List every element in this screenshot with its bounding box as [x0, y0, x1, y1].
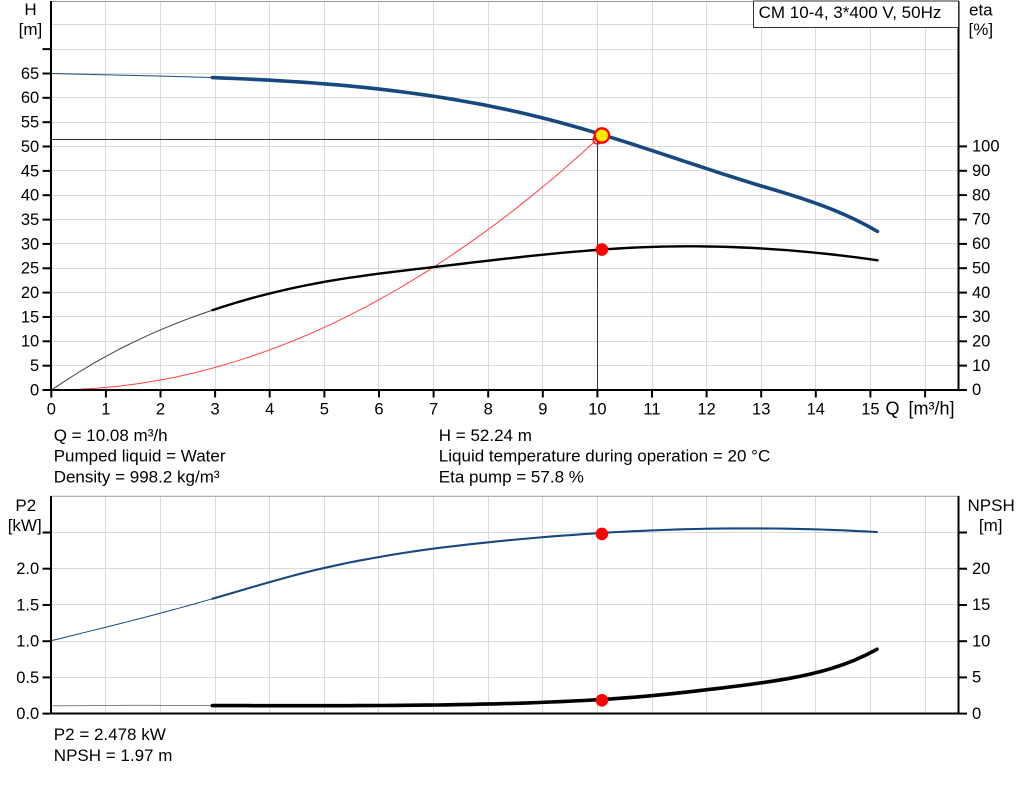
svg-text:NPSH = 1.97 m: NPSH = 1.97 m: [54, 746, 173, 765]
svg-text:14: 14: [807, 400, 825, 418]
svg-text:40: 40: [972, 284, 990, 302]
svg-text:80: 80: [972, 186, 990, 204]
svg-text:eta: eta: [969, 1, 993, 20]
svg-text:10: 10: [21, 333, 39, 351]
svg-text:60: 60: [21, 89, 39, 107]
svg-text:20: 20: [972, 333, 990, 351]
svg-text:30: 30: [21, 235, 39, 253]
svg-text:2.0: 2.0: [16, 560, 39, 578]
svg-text:Eta pump = 57.8 %: Eta pump = 57.8 %: [439, 467, 584, 486]
svg-text:[%]: [%]: [969, 20, 994, 39]
svg-text:0: 0: [30, 381, 39, 399]
svg-text:0.5: 0.5: [16, 669, 39, 687]
svg-text:CM 10-4, 3*400 V, 50Hz: CM 10-4, 3*400 V, 50Hz: [759, 3, 942, 22]
svg-text:0: 0: [972, 381, 981, 399]
svg-text:P2 = 2.478 kW: P2 = 2.478 kW: [54, 725, 166, 744]
svg-text:13: 13: [752, 400, 770, 418]
svg-text:Q = 10.08 m³/h: Q = 10.08 m³/h: [54, 426, 168, 445]
svg-text:15: 15: [861, 400, 879, 418]
svg-text:10: 10: [972, 357, 990, 375]
svg-text:5: 5: [320, 400, 329, 418]
svg-text:P2: P2: [15, 496, 36, 515]
svg-text:1.5: 1.5: [16, 596, 39, 614]
svg-text:Density = 998.2 kg/m³: Density = 998.2 kg/m³: [54, 467, 220, 486]
svg-text:12: 12: [697, 400, 715, 418]
svg-text:11: 11: [643, 400, 660, 418]
svg-text:50: 50: [21, 138, 39, 156]
svg-text:65: 65: [21, 65, 39, 83]
svg-text:[m]: [m]: [979, 516, 1003, 535]
svg-text:7: 7: [429, 400, 438, 418]
svg-text:1: 1: [101, 400, 110, 418]
svg-text:Pumped liquid = Water: Pumped liquid = Water: [54, 447, 226, 466]
svg-text:15: 15: [21, 308, 39, 326]
svg-text:20: 20: [972, 560, 990, 578]
svg-text:4: 4: [265, 400, 274, 418]
svg-text:30: 30: [972, 308, 990, 326]
svg-text:Q [m³/h]: Q [m³/h]: [886, 398, 955, 418]
svg-text:0.0: 0.0: [16, 705, 39, 723]
svg-text:0: 0: [972, 705, 981, 723]
svg-text:90: 90: [972, 162, 990, 180]
svg-text:H = 52.24 m: H = 52.24 m: [439, 426, 532, 445]
svg-text:45: 45: [21, 162, 39, 180]
svg-text:9: 9: [538, 400, 547, 418]
svg-text:20: 20: [21, 284, 39, 302]
svg-text:8: 8: [484, 400, 493, 418]
svg-text:40: 40: [21, 187, 39, 205]
svg-text:1.0: 1.0: [16, 633, 39, 651]
svg-text:25: 25: [21, 260, 39, 278]
svg-text:NPSH: NPSH: [968, 496, 1015, 515]
svg-text:35: 35: [21, 211, 39, 229]
svg-text:Liquid temperature during oper: Liquid temperature during operation = 20…: [439, 447, 770, 466]
svg-text:5: 5: [30, 357, 39, 375]
svg-text:6: 6: [374, 400, 383, 418]
svg-text:10: 10: [588, 400, 606, 418]
svg-text:15: 15: [972, 596, 990, 614]
svg-text:70: 70: [972, 211, 990, 229]
svg-text:50: 50: [972, 259, 990, 277]
svg-text:H: H: [24, 0, 36, 19]
svg-text:10: 10: [972, 632, 990, 650]
svg-text:[m]: [m]: [19, 20, 43, 39]
svg-text:3: 3: [211, 400, 220, 418]
svg-text:100: 100: [972, 138, 1000, 156]
svg-text:[kW]: [kW]: [8, 516, 42, 535]
svg-text:2: 2: [156, 400, 165, 418]
svg-text:0: 0: [47, 400, 56, 418]
svg-text:55: 55: [21, 114, 39, 132]
svg-text:5: 5: [972, 669, 981, 687]
svg-text:60: 60: [972, 235, 990, 253]
